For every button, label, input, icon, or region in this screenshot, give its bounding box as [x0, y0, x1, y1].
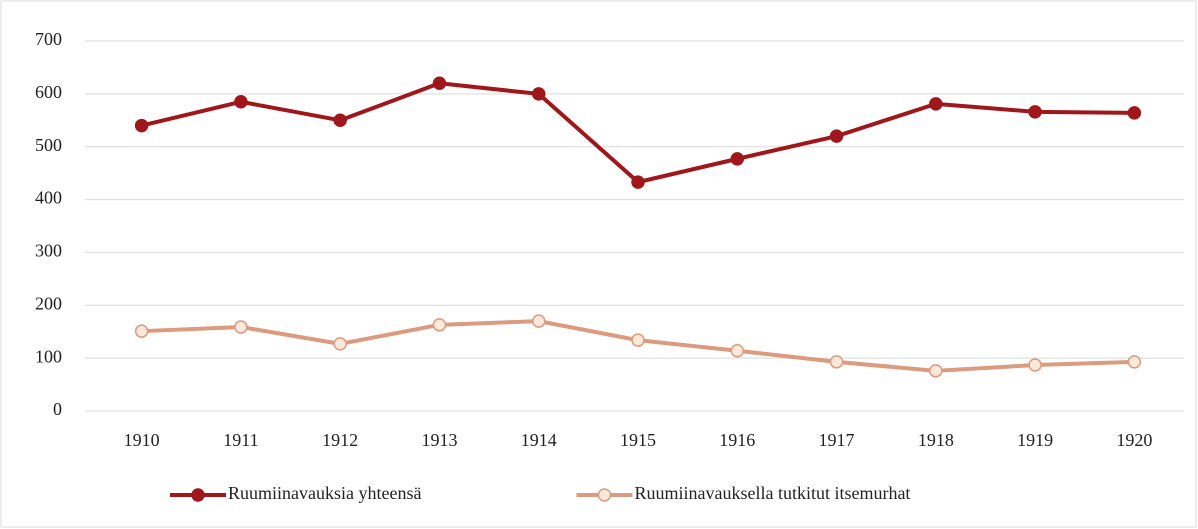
y-tick-label: 600: [35, 82, 62, 102]
x-tick-label: 1910: [124, 430, 160, 450]
series-marker: [234, 95, 248, 109]
y-tick-label: 400: [35, 188, 62, 208]
y-tick-label: 500: [35, 135, 62, 155]
series-marker: [1127, 106, 1142, 120]
series-marker: [134, 324, 149, 338]
x-tick-label: 1918: [918, 430, 954, 450]
series-marker: [929, 97, 943, 111]
series-marker: [1127, 355, 1142, 369]
y-tick-label: 200: [35, 293, 62, 313]
y-tick-label: 700: [35, 29, 62, 49]
x-tick-label: 1917: [819, 430, 855, 450]
series-marker: [333, 337, 347, 351]
x-tick-label: 1913: [421, 430, 457, 450]
series-marker: [432, 76, 447, 91]
series-marker: [929, 364, 943, 378]
x-tick-label: 1912: [322, 430, 358, 450]
x-tick-label: 1911: [223, 430, 258, 450]
series-marker: [631, 175, 645, 189]
series-marker: [829, 355, 844, 369]
y-tick-label: 300: [35, 241, 62, 261]
series-marker: [1028, 358, 1042, 372]
series-marker: [432, 318, 447, 332]
x-tick-label: 1920: [1116, 430, 1152, 450]
legend-marker: [597, 488, 612, 502]
series-marker: [1028, 105, 1042, 119]
y-tick-label: 100: [35, 346, 62, 366]
x-tick-label: 1914: [521, 430, 557, 450]
series-marker: [234, 320, 248, 334]
series-marker: [730, 343, 745, 358]
series-marker: [333, 113, 347, 128]
series-marker: [631, 333, 645, 347]
y-tick-label: 0: [53, 399, 62, 419]
legend-label: Ruumiinavauksia yhteensä: [228, 483, 421, 503]
series-marker: [531, 314, 546, 328]
series-marker: [730, 152, 745, 166]
x-tick-label: 1915: [620, 430, 656, 450]
legend-label: Ruumiinavauksella tutkitut itsemurhat: [634, 483, 910, 503]
series-marker: [531, 87, 546, 101]
x-tick-label: 1916: [719, 430, 755, 450]
series-marker: [829, 129, 844, 143]
legend-marker: [191, 488, 205, 502]
series-marker: [134, 118, 149, 133]
x-tick-label: 1919: [1017, 430, 1053, 450]
